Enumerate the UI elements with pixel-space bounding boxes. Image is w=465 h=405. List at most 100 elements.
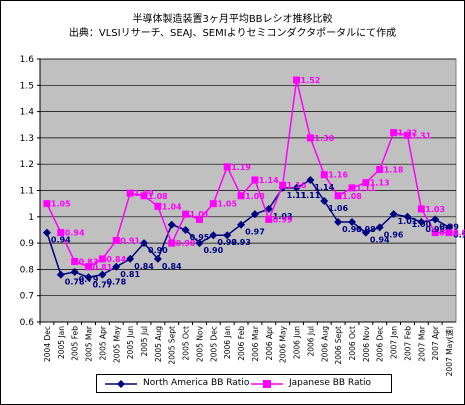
data-point-north-america bbox=[403, 212, 412, 221]
x-tick-label: 2006 Jul bbox=[306, 326, 315, 357]
data-point-north-america bbox=[250, 210, 259, 219]
data-label-japan: 1.32 bbox=[398, 129, 418, 138]
data-point-north-america bbox=[348, 218, 356, 227]
y-tick-label: 0.9 bbox=[20, 239, 35, 249]
data-label-japan: 0.94 bbox=[453, 229, 465, 238]
x-tick-label: 2005 Feb bbox=[71, 326, 80, 361]
x-tick-label: 2006 Mar bbox=[251, 325, 260, 362]
data-point-japan bbox=[445, 229, 453, 237]
data-label-japan: 1.08 bbox=[342, 192, 362, 201]
data-point-north-america bbox=[306, 175, 315, 184]
data-point-japan bbox=[320, 171, 328, 179]
data-point-japan bbox=[362, 179, 370, 187]
data-point-japan bbox=[209, 200, 217, 208]
y-tick-label: 1.5 bbox=[20, 81, 34, 91]
x-axis: 2004 Dec 2005 Jan 2005 Feb 2005 Mar 2005 Apr… bbox=[39, 321, 456, 376]
chart-title: 半導体製造装置3ヶ月平均BBレシオ推移比較 bbox=[132, 14, 333, 25]
x-tick-label: 2006 Feb bbox=[237, 326, 246, 361]
data-point-japan bbox=[390, 129, 398, 137]
data-label-north-america: 1.01 bbox=[398, 217, 418, 226]
data-point-japan bbox=[57, 229, 65, 237]
data-label-north-america: 0.93 bbox=[231, 238, 251, 247]
data-point-japan bbox=[334, 192, 342, 200]
data-point-japan bbox=[195, 215, 203, 223]
data-point-japan bbox=[126, 189, 134, 197]
data-point-japan bbox=[168, 239, 176, 247]
data-point-japan bbox=[237, 192, 245, 200]
data-label-japan: 1.16 bbox=[328, 171, 348, 180]
data-label-north-america: 0.96 bbox=[453, 230, 465, 239]
y-tick-label: 1.4 bbox=[20, 108, 35, 118]
data-label-japan: 1.11 bbox=[356, 184, 376, 193]
data-point-japan bbox=[265, 215, 273, 223]
legend: North America BB Ratio Japanese BB Ratio bbox=[96, 374, 392, 393]
data-label-north-america: 0.84 bbox=[134, 262, 154, 271]
data-point-japan bbox=[98, 255, 106, 263]
data-label-japan: 0.94 bbox=[439, 229, 459, 238]
data-point-japan bbox=[112, 236, 120, 244]
x-tick-label: 2005 Aug bbox=[154, 326, 163, 362]
data-point-japan bbox=[154, 202, 162, 210]
data-point-japan bbox=[376, 165, 384, 173]
data-label-japan: 1.05 bbox=[51, 200, 71, 209]
data-point-north-america bbox=[42, 228, 51, 237]
data-label-north-america: 0.98 bbox=[342, 225, 362, 234]
x-tick-label: 2007 Apr bbox=[431, 325, 440, 360]
data-label-japan: 1.19 bbox=[231, 163, 251, 172]
legend-swatch-japan bbox=[251, 380, 283, 388]
x-tick-label: 2005 Oct bbox=[182, 326, 191, 360]
data-label-japan: 1.08 bbox=[148, 192, 168, 201]
data-label-north-america: 0.97 bbox=[245, 228, 265, 237]
data-point-japan bbox=[293, 76, 301, 84]
data-point-north-america bbox=[264, 204, 273, 213]
y-axis: 0.6 0.7 0.8 0.9 1 1.1 1.2 1.3 1.4 1.5 1.6 bbox=[20, 55, 41, 328]
data-label-north-america: 1.11 bbox=[301, 191, 321, 200]
data-label-japan: 1.14 bbox=[259, 176, 279, 185]
x-tick-label: 2007 May(速) bbox=[445, 326, 454, 376]
data-point-north-america bbox=[181, 225, 190, 234]
data-point-north-america bbox=[361, 228, 370, 237]
data-point-japan bbox=[223, 163, 231, 171]
data-point-japan bbox=[306, 134, 314, 142]
data-point-north-america bbox=[112, 262, 121, 271]
series-layer bbox=[42, 76, 454, 282]
data-label-japan: 0.81 bbox=[93, 263, 113, 272]
data-label-north-america: 1.03 bbox=[273, 212, 293, 221]
data-point-japan bbox=[85, 263, 93, 271]
data-label-japan: 1.31 bbox=[411, 131, 431, 140]
x-tick-label: 2004 Dec bbox=[43, 326, 52, 362]
data-label-north-america: 0.98 bbox=[425, 225, 445, 234]
data-point-north-america bbox=[70, 268, 79, 277]
data-label-japan: 1.18 bbox=[384, 165, 404, 174]
x-tick-label: 2006 Sept bbox=[334, 326, 343, 365]
data-label-north-america: 0.94 bbox=[370, 236, 390, 245]
data-label-north-america: 0.79 bbox=[79, 275, 99, 284]
data-label-north-america: 0.93 bbox=[217, 238, 237, 247]
data-label-japan: 1.05 bbox=[217, 200, 237, 209]
data-point-japan bbox=[403, 131, 411, 139]
y-tick-label: 0.8 bbox=[20, 265, 35, 275]
y-tick-label: 1.6 bbox=[20, 55, 35, 65]
data-point-japan bbox=[182, 210, 190, 218]
data-point-north-america bbox=[431, 215, 440, 224]
legend-swatch-north-america bbox=[105, 380, 137, 388]
data-point-north-america bbox=[126, 254, 135, 263]
data-point-north-america bbox=[375, 223, 384, 232]
data-label-japan: 1.13 bbox=[370, 179, 390, 188]
x-tick-label: 2006 Dec bbox=[376, 326, 385, 362]
x-tick-label: 2005 May bbox=[112, 325, 121, 363]
data-point-north-america bbox=[320, 197, 329, 206]
data-labels: 0.940.780.790.770.780.810.840.900.840.95… bbox=[51, 76, 465, 289]
data-label-north-america: 1.06 bbox=[328, 204, 348, 213]
data-point-north-america bbox=[334, 218, 343, 227]
x-tick-label: 2005 Jul bbox=[140, 326, 149, 357]
y-tick-label: 1.1 bbox=[20, 187, 34, 197]
y-tick-label: 0.6 bbox=[20, 318, 35, 328]
data-label-japan: 0.84 bbox=[106, 255, 126, 264]
data-point-north-america bbox=[98, 270, 107, 279]
data-point-japan bbox=[431, 229, 439, 237]
x-tick-label: 2007 Mar bbox=[417, 325, 426, 362]
x-tick-label: 2007 Jan bbox=[390, 326, 399, 359]
x-tick-label: 2006 Jun bbox=[293, 326, 302, 359]
data-point-japan bbox=[279, 181, 287, 189]
